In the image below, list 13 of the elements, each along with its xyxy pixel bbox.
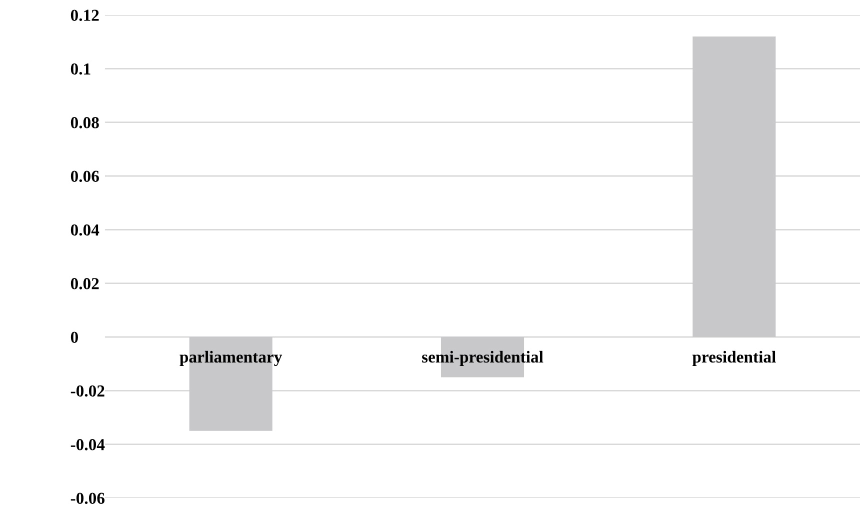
y-tick-label: 0.06	[70, 170, 99, 182]
y-tick-label: -0.04	[70, 439, 105, 450]
y-tick-label: 0.08	[70, 117, 99, 128]
y-tick-label: 0.02	[70, 278, 99, 290]
x-tick-label: parliamentary	[180, 350, 282, 366]
x-tick-label: presidential	[692, 350, 776, 366]
y-tick-label: 0.12	[70, 10, 99, 22]
y-tick-label: 0	[70, 332, 78, 343]
y-tick-label: -0.02	[70, 385, 104, 397]
y-tick-label: 0.04	[70, 224, 100, 236]
y-tick-label: 0.1	[70, 63, 90, 75]
x-tick-label: semi-presidential	[422, 350, 544, 366]
y-tick-label: -0.06	[70, 492, 105, 504]
